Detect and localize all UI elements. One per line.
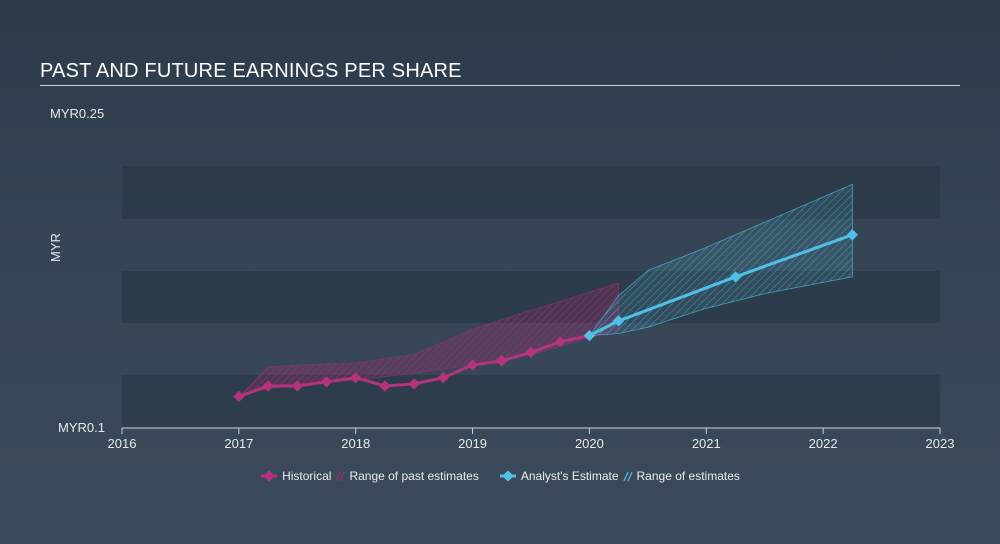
x-tick-label: 2021 <box>692 436 721 451</box>
x-tick-label: 2019 <box>458 436 487 451</box>
legend-historical[interactable]: Historical Range of past estimates <box>260 469 479 483</box>
historical-point[interactable] <box>437 371 450 384</box>
legend-analyst[interactable]: Analyst's Estimate Range of estimates <box>499 469 740 483</box>
analyst-estimate-point[interactable] <box>612 315 625 327</box>
analyst-estimate-point[interactable] <box>583 329 596 342</box>
background-band <box>122 375 940 427</box>
x-axis: 2016 2017 2018 2019 2020 2021 2022 2023 <box>108 427 955 451</box>
x-tick-label: 2018 <box>341 436 370 451</box>
y-axis-top-label: MYR0.25 <box>50 106 105 121</box>
chart-title: PAST AND FUTURE EARNINGS PER SHARE <box>40 60 462 82</box>
historical-point[interactable] <box>350 371 362 384</box>
legend: Historical Range of past estimates Analy… <box>0 469 1000 483</box>
x-tick-label: 2016 <box>108 436 137 451</box>
historical-point[interactable] <box>525 346 537 359</box>
historical-point[interactable] <box>496 355 508 367</box>
historical-point[interactable] <box>379 380 391 392</box>
x-tick-label: 2023 <box>926 436 955 451</box>
historical-point[interactable] <box>466 359 479 371</box>
x-tick-label: 2022 <box>809 436 838 451</box>
historical-point[interactable] <box>554 336 566 348</box>
historical-point[interactable] <box>262 380 274 392</box>
analyst-estimate-point[interactable] <box>846 229 859 241</box>
series-markers <box>233 229 859 403</box>
historical-point[interactable] <box>233 390 245 403</box>
analyst-estimate-point[interactable] <box>729 271 742 283</box>
future-range-legend-icon <box>622 471 633 482</box>
legend-past-range-label: Range of past estimates <box>349 469 479 483</box>
historical-point[interactable] <box>320 376 333 388</box>
past-range-legend-icon <box>335 471 345 482</box>
historical-point[interactable] <box>291 380 303 392</box>
title-divider <box>40 85 960 86</box>
legend-historical-label: Historical <box>282 469 332 483</box>
y-axis-bottom-label: MYR0.1 <box>58 420 105 435</box>
x-tick-label: 2020 <box>575 436 604 451</box>
legend-analyst-label: Analyst's Estimate <box>520 469 619 483</box>
legend-future-range-label: Range of estimates <box>636 469 740 483</box>
x-tick-label: 2017 <box>224 436 253 451</box>
historical-point[interactable] <box>408 378 420 390</box>
historical-legend-icon <box>261 471 278 481</box>
analyst-estimate-line <box>588 233 853 337</box>
analyst-legend-icon <box>499 471 516 481</box>
